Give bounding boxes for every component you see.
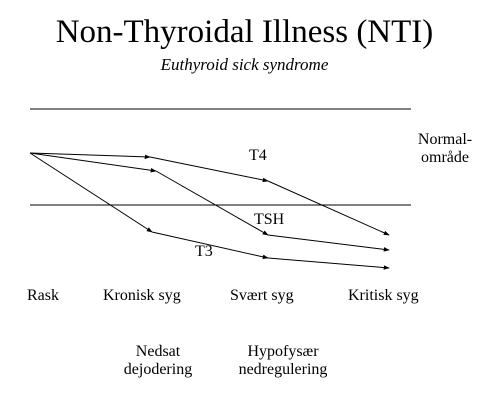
- mechanism-label-deiodination-line1: Nedsat: [135, 343, 181, 360]
- mechanism-label-pituitary-line2: nedregulering: [238, 361, 328, 378]
- t3-label: T3: [195, 243, 213, 260]
- mechanism-label-pituitary-line1: Hypofysær: [247, 343, 319, 360]
- t3-curve: [29, 152, 390, 270]
- tsh-segment-3: [267, 234, 390, 252]
- slide-title: Non-Thyroidal Illness (NTI): [55, 14, 434, 50]
- t3-segment-2: [151, 231, 269, 260]
- stage-label-rask: Rask: [27, 287, 59, 304]
- mechanism-label-deiodination-line2: dejodering: [123, 361, 193, 378]
- tsh-label: TSH: [254, 211, 285, 228]
- stage-label-svaert-syg: Svært syg: [230, 287, 294, 304]
- normal-range-label-line1: Normal-: [417, 131, 473, 148]
- t4-segment-3: [267, 180, 390, 236]
- mechanism-label-pituitary: Hypofysær nedregulering: [221, 343, 345, 379]
- t3-segment-3: [267, 257, 390, 270]
- normal-range-label: Normal- område: [407, 131, 483, 167]
- normal-range-label-line2: område: [421, 149, 469, 166]
- slide-subtitle: Euthyroid sick syndrome: [160, 55, 329, 74]
- t4-label: T4: [249, 147, 267, 164]
- t4-segment-2: [149, 156, 269, 183]
- stage-label-kritisk-syg: Kritisk syg: [348, 287, 419, 304]
- t4-segment-1: [29, 152, 151, 160]
- tsh-segment-2: [155, 170, 269, 236]
- mechanism-label-deiodination: Nedsat dejodering: [96, 343, 220, 379]
- tsh-curve: [29, 152, 390, 252]
- tsh-segment-1: [29, 152, 157, 173]
- t4-curve: [29, 152, 390, 236]
- stage-label-kronisk-syg: Kronisk syg: [103, 287, 181, 304]
- t3-segment-1: [29, 152, 153, 233]
